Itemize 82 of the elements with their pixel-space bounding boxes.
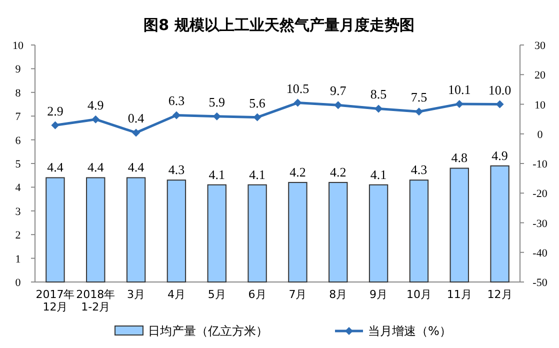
x-tick-label: 2017年 12月 [36,288,75,314]
data-label: 4.3 [168,162,185,178]
chart-title: 图8 规模以上工业天然气产量月度走势图 [144,16,414,34]
y2-tick-label: -50 [532,277,548,289]
data-label: 4.8 [451,150,468,166]
bar [166,180,186,282]
y-tick-label: 4 [15,182,22,194]
data-label: 10.0 [488,82,512,98]
x-tick-label: 2018年 1-2月 [76,288,116,314]
x-tick-label: 6月 [248,288,266,301]
x-tick-label: 9月 [370,288,388,301]
point [374,104,383,113]
data-label: 0.4 [128,110,145,126]
x-tick-label: 10月 [406,288,432,301]
data-label: 8.5 [370,86,387,102]
x-tick-label: 5月 [208,288,226,301]
y2-tick-label: -30 [532,218,548,230]
bar [86,177,106,282]
legend: 当月增速（%） [335,324,452,338]
bar [126,177,146,282]
y2-tick-label: -20 [532,188,548,200]
bar [409,180,429,282]
data-label: 6.3 [168,93,185,108]
point [92,115,100,124]
point [51,121,60,130]
y-tick-label: 9 [15,64,22,76]
data-label: 5.6 [249,95,266,110]
y-tick-label: 10 [12,40,24,52]
legend-label: 日均产量（亿立方米） [148,324,268,338]
y2-tick-label: -10 [532,158,548,170]
bar [46,177,65,282]
data-label: 10.1 [448,82,471,97]
data-label: 4.3 [410,162,428,178]
x-tick-label: 4月 [167,288,186,301]
x-tick-label: 3月 [127,288,146,301]
data-label: 9.7 [330,83,347,98]
point [334,101,342,110]
data-label: 7.5 [410,90,428,105]
data-label: 4.9 [88,97,104,112]
y-tick-label: 8 [15,87,22,100]
point [132,128,140,137]
y2-tick-label: 0 [537,128,544,141]
y-tick-label: 3 [15,206,22,218]
point [172,111,180,120]
x-tick-label: 12月 [487,288,512,301]
data-label: 4.4 [128,160,145,175]
data-label: 4.1 [208,166,225,182]
bar [248,184,267,282]
data-label: 4.2 [290,164,306,180]
data-label: 4.1 [370,166,387,182]
y-tick-label: 1 [15,253,21,266]
data-label: 4.9 [492,148,508,163]
bar [368,184,388,282]
y2-tick-label: 10 [534,99,546,112]
point [294,98,302,107]
data-label: 5.9 [208,94,225,110]
y-tick-label: 7 [15,111,22,124]
point [414,108,423,116]
data-label: 10.5 [286,80,310,96]
bar [207,184,226,282]
x-tick-label: 11月 [446,288,472,301]
bar [288,182,308,282]
y-tick-label: 5 [15,158,22,170]
x-tick-label: 7月 [288,288,307,301]
data-label: 2.9 [47,103,64,118]
y2-tick-label: 30 [534,40,546,52]
legend: 日均产量（亿立方米） [114,324,268,338]
bar [450,168,469,282]
x-tick-label: 8月 [329,288,348,301]
legend-label: 当月增速（%） [368,324,452,338]
bar [328,182,348,282]
data-label: 4.4 [47,160,64,175]
y-tick-label: 6 [15,134,22,147]
y-tick-label: 0 [15,277,22,289]
data-label: 4.4 [88,160,104,175]
y-tick-label: 2 [15,230,21,242]
data-label: 4.2 [330,164,346,180]
bar [490,165,510,282]
data-label: 4.1 [249,166,266,182]
point [455,100,464,108]
y2-tick-label: -40 [532,247,548,260]
y2-tick-label: 20 [534,70,546,82]
